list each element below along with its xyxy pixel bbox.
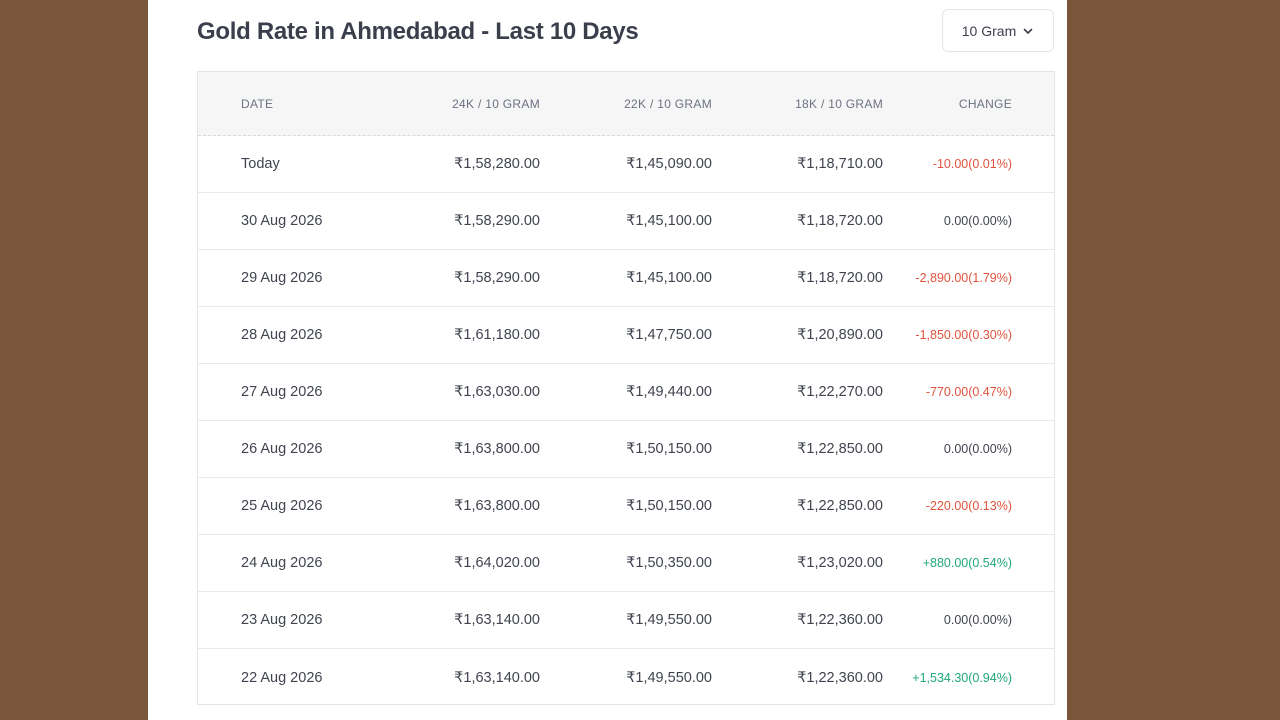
table-row: 27 Aug 2026 ₹1,63,030.00 ₹1,49,440.00 ₹1,22… — [198, 364, 1054, 421]
cell-22k: ₹1,49,550.00 — [626, 612, 712, 628]
cell-22k: ₹1,50,150.00 — [626, 441, 712, 457]
cell-change: -1,850.00(0.30%) — [915, 328, 1012, 342]
cell-18k: ₹1,18,720.00 — [797, 270, 883, 286]
cell-24k: ₹1,63,140.00 — [454, 669, 540, 686]
cell-24k: ₹1,63,140.00 — [454, 612, 540, 628]
page-title: Gold Rate in Ahmedabad - Last 10 Days — [197, 18, 639, 45]
cell-date: 23 Aug 2026 — [241, 612, 323, 628]
chevron-down-icon — [1023, 28, 1033, 34]
unit-select[interactable]: 10 Gram — [942, 9, 1054, 52]
table-row: Today ₹1,58,280.00 ₹1,45,090.00 ₹1,18,710.0… — [198, 136, 1054, 193]
cell-change: -770.00(0.47%) — [925, 385, 1012, 399]
cell-18k: ₹1,18,720.00 — [797, 213, 883, 229]
cell-change: -2,890.00(1.79%) — [915, 271, 1012, 285]
table-body: Today ₹1,58,280.00 ₹1,45,090.00 ₹1,18,710.0… — [198, 136, 1054, 706]
cell-24k: ₹1,63,800.00 — [454, 441, 540, 457]
cell-22k: ₹1,45,090.00 — [626, 156, 712, 172]
cell-18k: ₹1,22,360.00 — [797, 612, 883, 628]
cell-change: 0.00(0.00%) — [943, 442, 1012, 456]
table-row: 28 Aug 2026 ₹1,61,180.00 ₹1,47,750.00 ₹1,20… — [198, 307, 1054, 364]
cell-24k: ₹1,58,290.00 — [454, 213, 540, 229]
cell-date: 29 Aug 2026 — [241, 270, 323, 286]
cell-date: 26 Aug 2026 — [241, 441, 323, 457]
table-header: DATE 24K / 10 GRAM 22K / 10 GRAM 18K / 1… — [198, 72, 1054, 136]
cell-24k: ₹1,61,180.00 — [454, 327, 540, 343]
table-row: 26 Aug 2026 ₹1,63,800.00 ₹1,50,150.00 ₹1,22… — [198, 421, 1054, 478]
cell-change: +880.00(0.54%) — [922, 556, 1012, 570]
cell-22k: ₹1,49,440.00 — [626, 384, 712, 400]
cell-change: 0.00(0.00%) — [943, 613, 1012, 627]
cell-22k: ₹1,49,550.00 — [626, 669, 712, 686]
cell-18k: ₹1,22,360.00 — [797, 669, 883, 686]
header-date: DATE — [241, 96, 274, 111]
cell-change: -10.00(0.01%) — [932, 157, 1012, 171]
cell-date: 25 Aug 2026 — [241, 498, 323, 514]
table-row: 23 Aug 2026 ₹1,63,140.00 ₹1,49,550.00 ₹1,22… — [198, 592, 1054, 649]
cell-18k: ₹1,18,710.00 — [797, 156, 883, 172]
page-card: Gold Rate in Ahmedabad - Last 10 Days 10… — [148, 0, 1067, 720]
cell-date: Today — [241, 156, 280, 172]
cell-change: +1,534.30(0.94%) — [912, 670, 1012, 685]
unit-select-value: 10 Gram — [961, 22, 1017, 39]
cell-24k: ₹1,63,030.00 — [454, 384, 540, 400]
cell-18k: ₹1,22,850.00 — [797, 441, 883, 457]
cell-24k: ₹1,58,280.00 — [454, 156, 540, 172]
header-24k: 24K / 10 GRAM — [452, 96, 540, 111]
cell-22k: ₹1,50,150.00 — [626, 498, 712, 514]
cell-22k: ₹1,50,350.00 — [626, 555, 712, 571]
cell-date: 30 Aug 2026 — [241, 213, 323, 229]
cell-date: 22 Aug 2026 — [241, 669, 323, 686]
cell-18k: ₹1,22,270.00 — [797, 384, 883, 400]
cell-18k: ₹1,20,890.00 — [797, 327, 883, 343]
header-change: CHANGE — [958, 96, 1012, 111]
cell-18k: ₹1,22,850.00 — [797, 498, 883, 514]
table-row: 25 Aug 2026 ₹1,63,800.00 ₹1,50,150.00 ₹1,22… — [198, 478, 1054, 535]
table-row: 29 Aug 2026 ₹1,58,290.00 ₹1,45,100.00 ₹1,18… — [198, 250, 1054, 307]
cell-24k: ₹1,58,290.00 — [454, 270, 540, 286]
cell-22k: ₹1,47,750.00 — [626, 327, 712, 343]
cell-22k: ₹1,45,100.00 — [626, 213, 712, 229]
cell-change: 0.00(0.00%) — [943, 214, 1012, 228]
cell-date: 28 Aug 2026 — [241, 327, 323, 343]
table-row: 30 Aug 2026 ₹1,58,290.00 ₹1,45,100.00 ₹1,18… — [198, 193, 1054, 250]
cell-22k: ₹1,45,100.00 — [626, 270, 712, 286]
cell-change: -220.00(0.13%) — [925, 499, 1012, 513]
cell-24k: ₹1,64,020.00 — [454, 555, 540, 571]
header-22k: 22K / 10 GRAM — [624, 96, 712, 111]
rates-table: DATE 24K / 10 GRAM 22K / 10 GRAM 18K / 1… — [197, 71, 1055, 705]
table-row: 24 Aug 2026 ₹1,64,020.00 ₹1,50,350.00 ₹1,23… — [198, 535, 1054, 592]
cell-date: 27 Aug 2026 — [241, 384, 323, 400]
cell-18k: ₹1,23,020.00 — [797, 555, 883, 571]
cell-24k: ₹1,63,800.00 — [454, 498, 540, 514]
table-row: 22 Aug 2026 ₹1,63,140.00 ₹1,49,550.00 ₹1,22… — [198, 649, 1054, 706]
cell-date: 24 Aug 2026 — [241, 555, 323, 571]
header-18k: 18K / 10 GRAM — [795, 96, 883, 111]
